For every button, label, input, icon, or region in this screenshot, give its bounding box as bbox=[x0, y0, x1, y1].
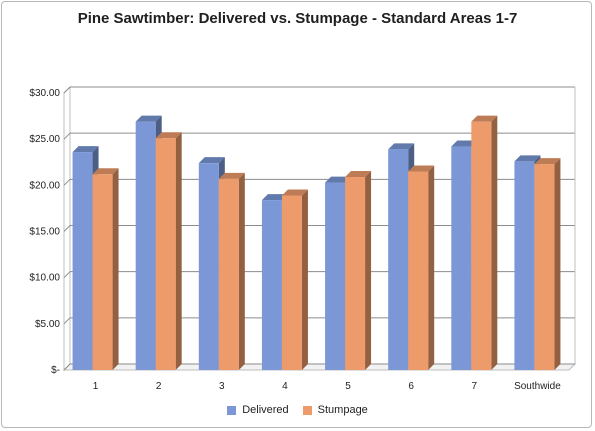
bar-top-stumpage bbox=[471, 115, 498, 122]
legend-item-delivered: Delivered bbox=[227, 404, 289, 416]
x-tick-label: 2 bbox=[156, 381, 162, 392]
chart-legend: Delivered Stumpage bbox=[0, 404, 595, 416]
bar-delivered bbox=[72, 152, 93, 370]
bar-stumpage bbox=[408, 171, 429, 370]
legend-label-stumpage: Stumpage bbox=[317, 404, 368, 416]
bar-top-stumpage bbox=[155, 132, 182, 139]
bar-stumpage bbox=[218, 178, 239, 370]
gridline-side bbox=[63, 132, 71, 140]
bar-stumpage bbox=[471, 121, 492, 370]
bar-top-stumpage bbox=[218, 172, 245, 179]
bar-delivered bbox=[198, 163, 219, 370]
bar-top-delivered bbox=[325, 176, 352, 183]
bar-side-stumpage bbox=[175, 132, 182, 370]
bar-top-stumpage bbox=[534, 158, 561, 165]
bar-top-delivered bbox=[451, 140, 478, 147]
x-tick-label: Southwide bbox=[514, 381, 561, 392]
bar-side-stumpage bbox=[301, 189, 308, 370]
x-tick-label: 7 bbox=[472, 381, 478, 392]
bar-top-delivered bbox=[261, 194, 288, 201]
y-tick-label: $30.00 bbox=[29, 88, 60, 99]
bar-side-stumpage bbox=[112, 168, 119, 370]
gridline-side bbox=[63, 178, 71, 186]
x-tick-label: 1 bbox=[93, 381, 99, 392]
gridline-side bbox=[63, 363, 71, 371]
gridline-side bbox=[63, 317, 71, 325]
bar-stumpage bbox=[281, 195, 302, 370]
bar-stumpage bbox=[92, 174, 113, 370]
bar-side-stumpage bbox=[428, 165, 435, 370]
legend-item-stumpage: Stumpage bbox=[302, 404, 368, 416]
bar-top-delivered bbox=[388, 143, 415, 150]
y-tick-label: $5.00 bbox=[35, 319, 60, 330]
gridline-side bbox=[63, 271, 71, 279]
bar-side-stumpage bbox=[554, 158, 561, 370]
y-tick-label: $25.00 bbox=[29, 134, 60, 145]
bar-top-stumpage bbox=[345, 171, 372, 178]
legend-label-delivered: Delivered bbox=[242, 404, 289, 416]
y-tick-label: $20.00 bbox=[29, 180, 60, 191]
bar-delivered bbox=[135, 121, 156, 370]
bar-delivered bbox=[451, 146, 472, 370]
bar-top-delivered bbox=[135, 115, 162, 122]
y-tick-label: $- bbox=[51, 365, 60, 376]
bar-side-stumpage bbox=[491, 115, 498, 370]
y-tick-label: $10.00 bbox=[29, 273, 60, 284]
bar-side-stumpage bbox=[238, 172, 245, 370]
bar-top-delivered bbox=[198, 157, 225, 164]
chart-title: Pine Sawtimber: Delivered vs. Stumpage -… bbox=[77, 10, 518, 27]
bar-top-stumpage bbox=[92, 168, 119, 175]
bar-stumpage bbox=[155, 138, 176, 370]
bar-top-delivered bbox=[72, 146, 99, 153]
bar-top-stumpage bbox=[281, 189, 308, 196]
x-tick-label: 6 bbox=[408, 381, 414, 392]
legend-swatch-stumpage bbox=[302, 405, 312, 415]
bar-delivered bbox=[514, 161, 535, 370]
bar-top-delivered bbox=[514, 155, 541, 162]
bar-delivered bbox=[388, 149, 409, 370]
bar-delivered bbox=[261, 200, 282, 370]
bar-top-stumpage bbox=[408, 165, 435, 172]
legend-swatch-delivered bbox=[227, 405, 237, 415]
bar-delivered bbox=[325, 182, 346, 370]
x-tick-label: 4 bbox=[282, 381, 288, 392]
gridline-side bbox=[63, 86, 71, 94]
bar-stumpage bbox=[345, 177, 366, 370]
gridline-side bbox=[63, 225, 71, 232]
x-tick-label: 5 bbox=[345, 381, 351, 392]
y-tick-label: $15.00 bbox=[29, 227, 60, 238]
x-tick-label: 3 bbox=[219, 381, 225, 392]
bar-side-stumpage bbox=[365, 171, 372, 370]
bar-stumpage bbox=[534, 164, 555, 370]
